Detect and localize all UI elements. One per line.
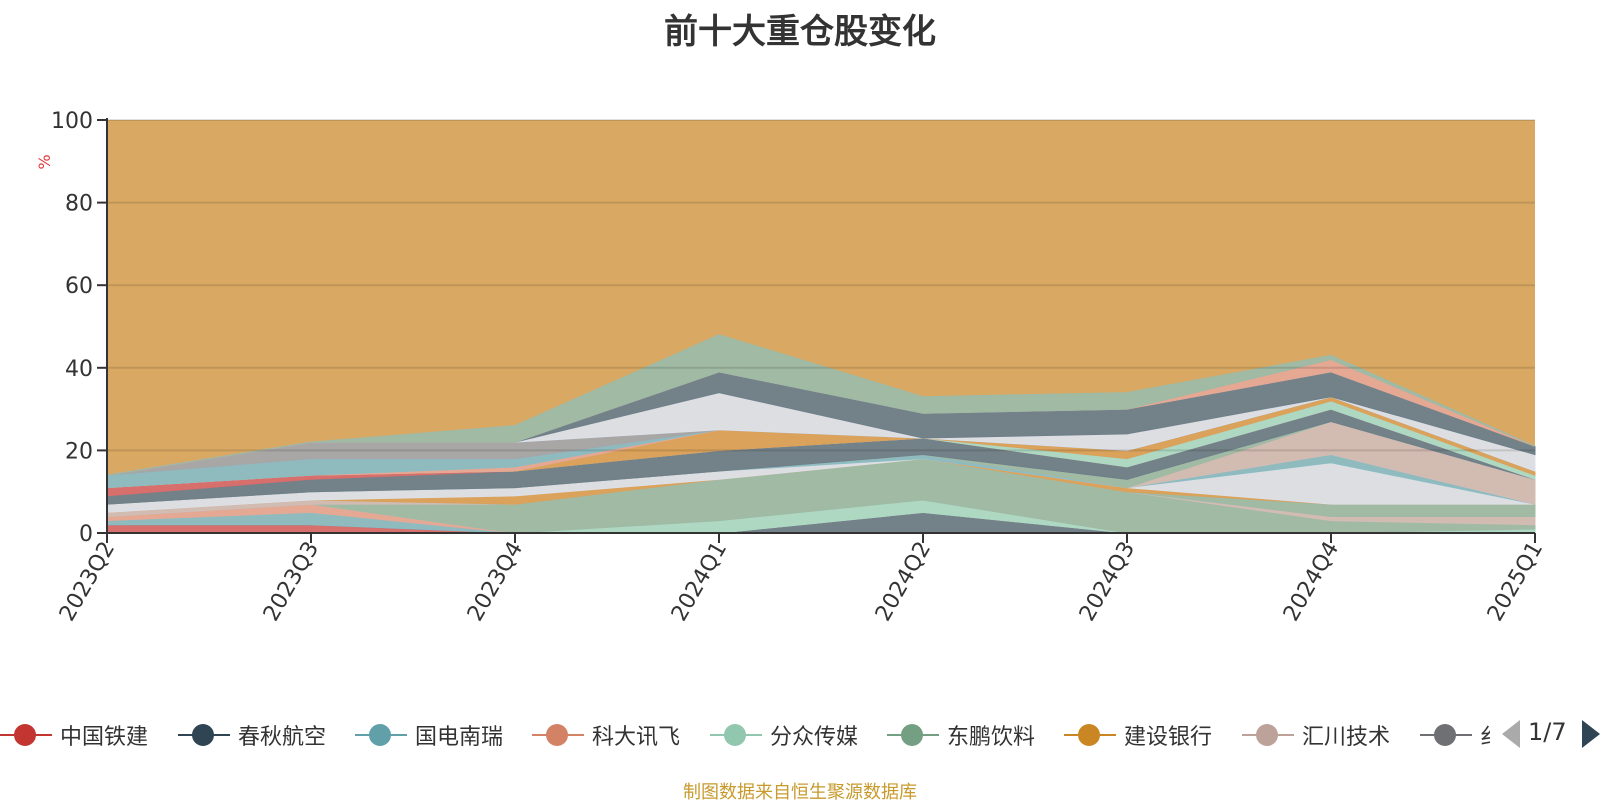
area-series-24 (106, 334, 1536, 476)
legend-pager: 1/7 (1498, 716, 1600, 752)
legend-marker-icon (1420, 718, 1472, 752)
legend-marker-icon (532, 718, 584, 752)
legend-marker-icon (1242, 718, 1294, 752)
y-tick-label: 20 (65, 439, 93, 464)
legend-item[interactable]: 纟 (1420, 718, 1490, 752)
y-tick-label: 40 (65, 357, 93, 382)
legend-item[interactable]: 科大讯飞 (532, 718, 680, 752)
legend-item[interactable]: 春秋航空 (178, 718, 326, 752)
next-page-icon[interactable] (1582, 720, 1600, 748)
legend-label: 汇川技术 (1302, 725, 1391, 750)
grid-layer (107, 119, 1535, 452)
x-tick-label: 2024Q3 (1075, 538, 1140, 626)
prev-page-icon[interactable] (1502, 720, 1520, 748)
legend-label: 国电南瑞 (415, 725, 504, 750)
legend-item[interactable]: 分众传媒 (710, 718, 858, 752)
legend-label: 分众传媒 (770, 725, 859, 750)
legend-label: 纟 (1480, 719, 1490, 751)
legend-marker-icon (887, 718, 939, 752)
legend-marker-icon (1064, 718, 1116, 752)
legend-marker-icon (355, 718, 407, 752)
legend-item[interactable]: 东鹏饮料 (887, 718, 1035, 752)
legend-item[interactable]: 建设银行 (1064, 718, 1212, 752)
source-note: 制图数据来自恒生聚源数据库 (683, 782, 917, 803)
legend: 中国铁建 春秋航空 国电南瑞 科大讯飞 分众传媒 东鹏饮料 建设银行 汇川技术 纟 (0, 718, 1490, 752)
y-tick-label: 60 (65, 274, 93, 299)
legend-marker-icon (178, 718, 230, 752)
legend-label: 中国铁建 (60, 725, 149, 750)
legend-marker-icon (710, 718, 762, 752)
x-tick-label: 2024Q1 (667, 538, 732, 626)
y-tick-label: 0 (79, 522, 93, 547)
y-tick-label: 80 (65, 192, 93, 217)
chart-title: 前十大重仓股变化 (664, 12, 936, 52)
legend-label: 科大讯飞 (592, 725, 681, 750)
legend-item[interactable]: 国电南瑞 (355, 718, 503, 752)
area-layer (106, 334, 1536, 534)
legend-label: 东鹏饮料 (947, 725, 1036, 750)
legend-label: 春秋航空 (238, 725, 327, 750)
y-tick-label: 100 (51, 109, 93, 134)
x-tick-label: 2024Q4 (1279, 538, 1344, 626)
x-tick-label: 2023Q2 (55, 538, 120, 626)
legend-marker-icon (0, 718, 52, 752)
page-indicator: 1/7 (1528, 718, 1567, 746)
legend-item[interactable]: 汇川技术 (1242, 718, 1390, 752)
x-tick-label: 2025Q1 (1483, 538, 1548, 626)
x-tick-label: 2023Q4 (463, 538, 528, 626)
legend-label: 建设银行 (1124, 725, 1213, 750)
x-tick-label: 2023Q3 (259, 538, 324, 626)
x-tick-label: 2024Q2 (871, 538, 936, 626)
legend-item[interactable]: 中国铁建 (0, 718, 148, 752)
y-axis-label: % (35, 154, 54, 169)
